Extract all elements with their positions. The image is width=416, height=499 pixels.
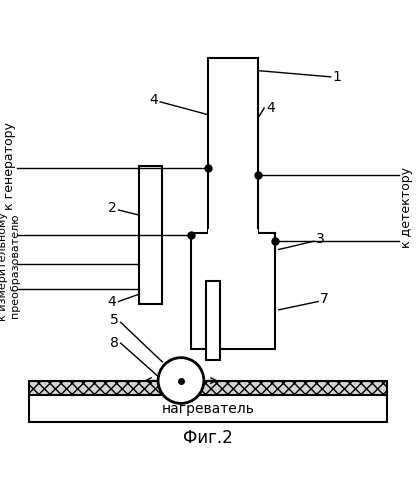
Text: 4: 4 <box>266 101 275 115</box>
Text: к генератору: к генератору <box>2 122 16 210</box>
Text: 4: 4 <box>108 294 116 308</box>
Bar <box>191 233 275 349</box>
Text: 1: 1 <box>333 70 342 84</box>
Bar <box>139 166 162 303</box>
Bar <box>206 281 220 360</box>
Bar <box>29 395 387 422</box>
Text: к измерительному
преобразователю: к измерительному преобразователю <box>0 212 20 321</box>
Circle shape <box>158 358 204 403</box>
Text: к детектору: к детектору <box>400 167 414 249</box>
Bar <box>208 229 258 237</box>
Text: 8: 8 <box>110 336 119 350</box>
Text: 4: 4 <box>149 93 158 107</box>
Text: 7: 7 <box>320 292 329 306</box>
Text: 2: 2 <box>108 201 116 215</box>
Text: нагреватель: нагреватель <box>161 402 255 416</box>
Text: 5: 5 <box>110 313 119 327</box>
Text: Фиг.2: Фиг.2 <box>183 429 233 447</box>
Text: 4: 4 <box>206 307 215 321</box>
Bar <box>29 381 387 397</box>
Bar <box>144 168 158 301</box>
Bar <box>208 58 258 250</box>
Text: 3: 3 <box>316 232 325 246</box>
